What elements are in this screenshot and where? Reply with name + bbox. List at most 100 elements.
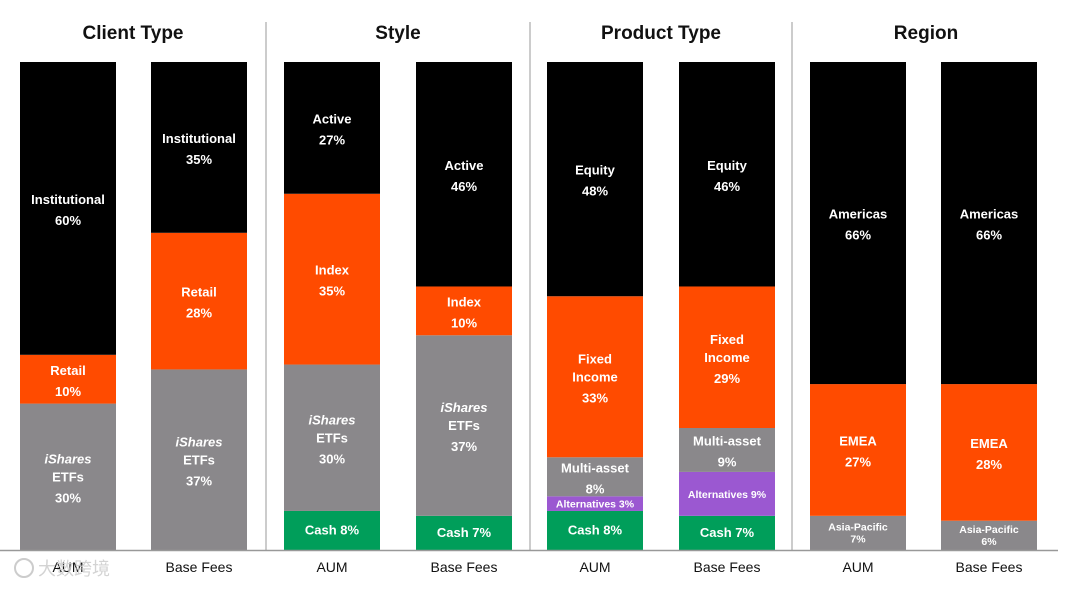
bar-segment-region-aum-asia-pacific [810,515,906,550]
segment-value-region-base-fees-americas: 66% [976,228,1002,243]
segment-value-style-base-fees-ishares-etfs: 37% [451,439,477,454]
bar-segment-region-base-fees-asia-pacific [941,520,1037,550]
segment-value-region-base-fees-asia-pacific: 6% [981,536,997,548]
segment-label-style-aum-cash: Cash 8% [305,522,360,537]
segment-label-product-type-aum-alternatives: Alternatives 3% [556,499,635,511]
segment-label-client-type-aum-ishares-etfs-line-1: iShares [45,451,92,466]
segment-value-client-type-base-fees-ishares-etfs: 37% [186,473,212,488]
bar-segment-client-type-aum-institutional [20,62,116,355]
x-tick-label-product-type-aum: AUM [579,559,610,575]
watermark-logo: 大数跨境 [14,558,110,580]
segment-label-style-base-fees-cash: Cash 7% [437,525,492,540]
segment-label-style-aum-active-line-1: Active [312,111,351,126]
bar-segment-style-aum-cash [284,510,380,550]
segment-label-region-base-fees-emea-line-1: EMEA [970,436,1008,451]
segment-label-style-base-fees-active-line-1: Active [444,158,483,173]
segment-label-product-type-aum-fixed-income-line-2: Income [572,369,618,384]
panel-title-client-type: Client Type [83,23,184,44]
x-tick-label-region-base-fees: Base Fees [956,559,1023,575]
x-tick-label-client-type-aum: AUM [52,559,83,575]
bar-segment-client-type-base-fees-institutional [151,62,247,233]
segment-label-client-type-aum-institutional-line-1: Institutional [31,192,105,207]
x-tick-label-style-aum: AUM [316,559,347,575]
x-tick-label-style-base-fees: Base Fees [431,559,498,575]
segment-label-style-base-fees-index-line-1: Index [447,294,482,309]
segment-value-style-aum-ishares-etfs: 30% [319,451,345,466]
segment-value-product-type-base-fees-equity: 46% [714,179,740,194]
segment-label-client-type-base-fees-ishares-etfs-line-1: iShares [176,434,223,449]
bar-segment-region-base-fees-emea [941,384,1037,521]
segment-label-style-aum-index-line-1: Index [315,263,350,278]
segment-label-client-type-aum-ishares-etfs-line-2: ETFs [52,469,84,484]
bar-segment-style-base-fees-index [416,286,512,336]
bar-segment-product-type-base-fees-multi-asset [679,428,775,472]
bar-segment-product-type-aum-cash [547,510,643,550]
segment-label-style-base-fees-ishares-etfs-line-2: ETFs [448,418,480,433]
bar-segment-style-aum-active [284,62,380,194]
segment-value-region-aum-asia-pacific: 7% [850,534,866,546]
segment-value-style-base-fees-index: 10% [451,315,477,330]
segment-label-region-base-fees-americas-line-1: Americas [960,207,1019,222]
bar-segment-client-type-base-fees-retail [151,232,247,370]
bar-segment-product-type-aum-equity [547,62,643,297]
segment-label-style-aum-ishares-etfs-line-2: ETFs [316,430,348,445]
watermark-logo-icon [14,558,34,578]
segment-label-client-type-aum-retail-line-1: Retail [50,363,85,378]
segment-value-client-type-aum-ishares-etfs: 30% [55,490,81,505]
segment-label-client-type-base-fees-institutional-line-1: Institutional [162,131,236,146]
segment-value-style-aum-active: 27% [319,132,345,147]
segment-value-product-type-base-fees-multi-asset: 9% [718,455,737,470]
segment-label-product-type-aum-multi-asset-line-1: Multi-asset [561,460,630,475]
bar-segment-client-type-aum-ishares-etfs [20,403,116,550]
segment-label-region-aum-asia-pacific-line-1: Asia-Pacific [828,522,888,534]
segment-value-region-aum-emea: 27% [845,455,871,470]
bar-segment-style-aum-ishares-etfs [284,364,380,511]
bar-segment-product-type-base-fees-alternatives [679,471,775,516]
segment-value-client-type-aum-institutional: 60% [55,213,81,228]
segment-label-region-aum-americas-line-1: Americas [829,207,888,222]
segment-label-product-type-aum-cash: Cash 8% [568,522,623,537]
segment-label-product-type-aum-equity-line-1: Equity [575,163,615,178]
panel-style: Style Cash 8% iShares ETFs 30% Index 35% Active… [284,23,512,575]
x-tick-label-client-type-base-fees: Base Fees [166,559,233,575]
segment-value-style-base-fees-active: 46% [451,179,477,194]
segment-value-product-type-aum-fixed-income: 33% [582,390,608,405]
watermark-text: 大数跨境 [38,559,110,580]
segment-label-client-type-base-fees-ishares-etfs-line-2: ETFs [183,452,215,467]
bar-segment-client-type-base-fees-ishares-etfs [151,369,247,550]
segment-value-region-base-fees-emea: 28% [976,457,1002,472]
segment-label-product-type-base-fees-alternatives: Alternatives 9% [688,489,767,501]
bar-segment-product-type-base-fees-equity [679,62,775,287]
segment-label-region-aum-emea-line-1: EMEA [839,434,877,449]
bar-segment-product-type-aum-fixed-income [547,296,643,458]
bar-segment-style-base-fees-ishares-etfs [416,335,512,516]
bar-segment-style-base-fees-cash [416,515,512,550]
segment-label-product-type-base-fees-fixed-income-line-1: Fixed [710,332,744,347]
segment-label-product-type-aum-fixed-income-line-1: Fixed [578,351,612,366]
segment-value-region-aum-americas: 66% [845,228,871,243]
segment-value-client-type-base-fees-institutional: 35% [186,152,212,167]
bar-segment-product-type-base-fees-cash [679,515,775,550]
segment-value-product-type-aum-multi-asset: 8% [586,481,605,496]
panel-title-style: Style [375,23,420,44]
bar-segment-product-type-base-fees-fixed-income [679,286,775,428]
x-tick-label-product-type-base-fees: Base Fees [694,559,761,575]
bar-segment-style-aum-index [284,193,380,365]
segment-value-client-type-base-fees-retail: 28% [186,306,212,321]
bar-segment-product-type-aum-multi-asset [547,457,643,497]
bar-segment-region-aum-emea [810,384,906,516]
panel-region: RegionAsia-Pacific7%EMEA27%Americas66%AU… [810,23,1037,575]
panel-product-type: Product Type Cash 8% Alternatives 3% Multi-… [547,23,775,575]
segment-label-region-base-fees-asia-pacific-line-1: Asia-Pacific [959,524,1019,536]
segment-label-style-aum-ishares-etfs-line-1: iShares [309,412,356,427]
panel-title-region: Region [894,23,958,44]
segment-value-product-type-aum-equity: 48% [582,184,608,199]
segment-label-product-type-base-fees-cash: Cash 7% [700,525,755,540]
segment-value-product-type-base-fees-fixed-income: 29% [714,371,740,386]
bar-segment-region-aum-americas [810,62,906,385]
bar-segment-region-base-fees-americas [941,62,1037,385]
segment-label-style-base-fees-ishares-etfs-line-1: iShares [441,400,488,415]
panel-client-type: Client Type iShares ETFs 30% Retail 10% Instit… [20,23,247,575]
